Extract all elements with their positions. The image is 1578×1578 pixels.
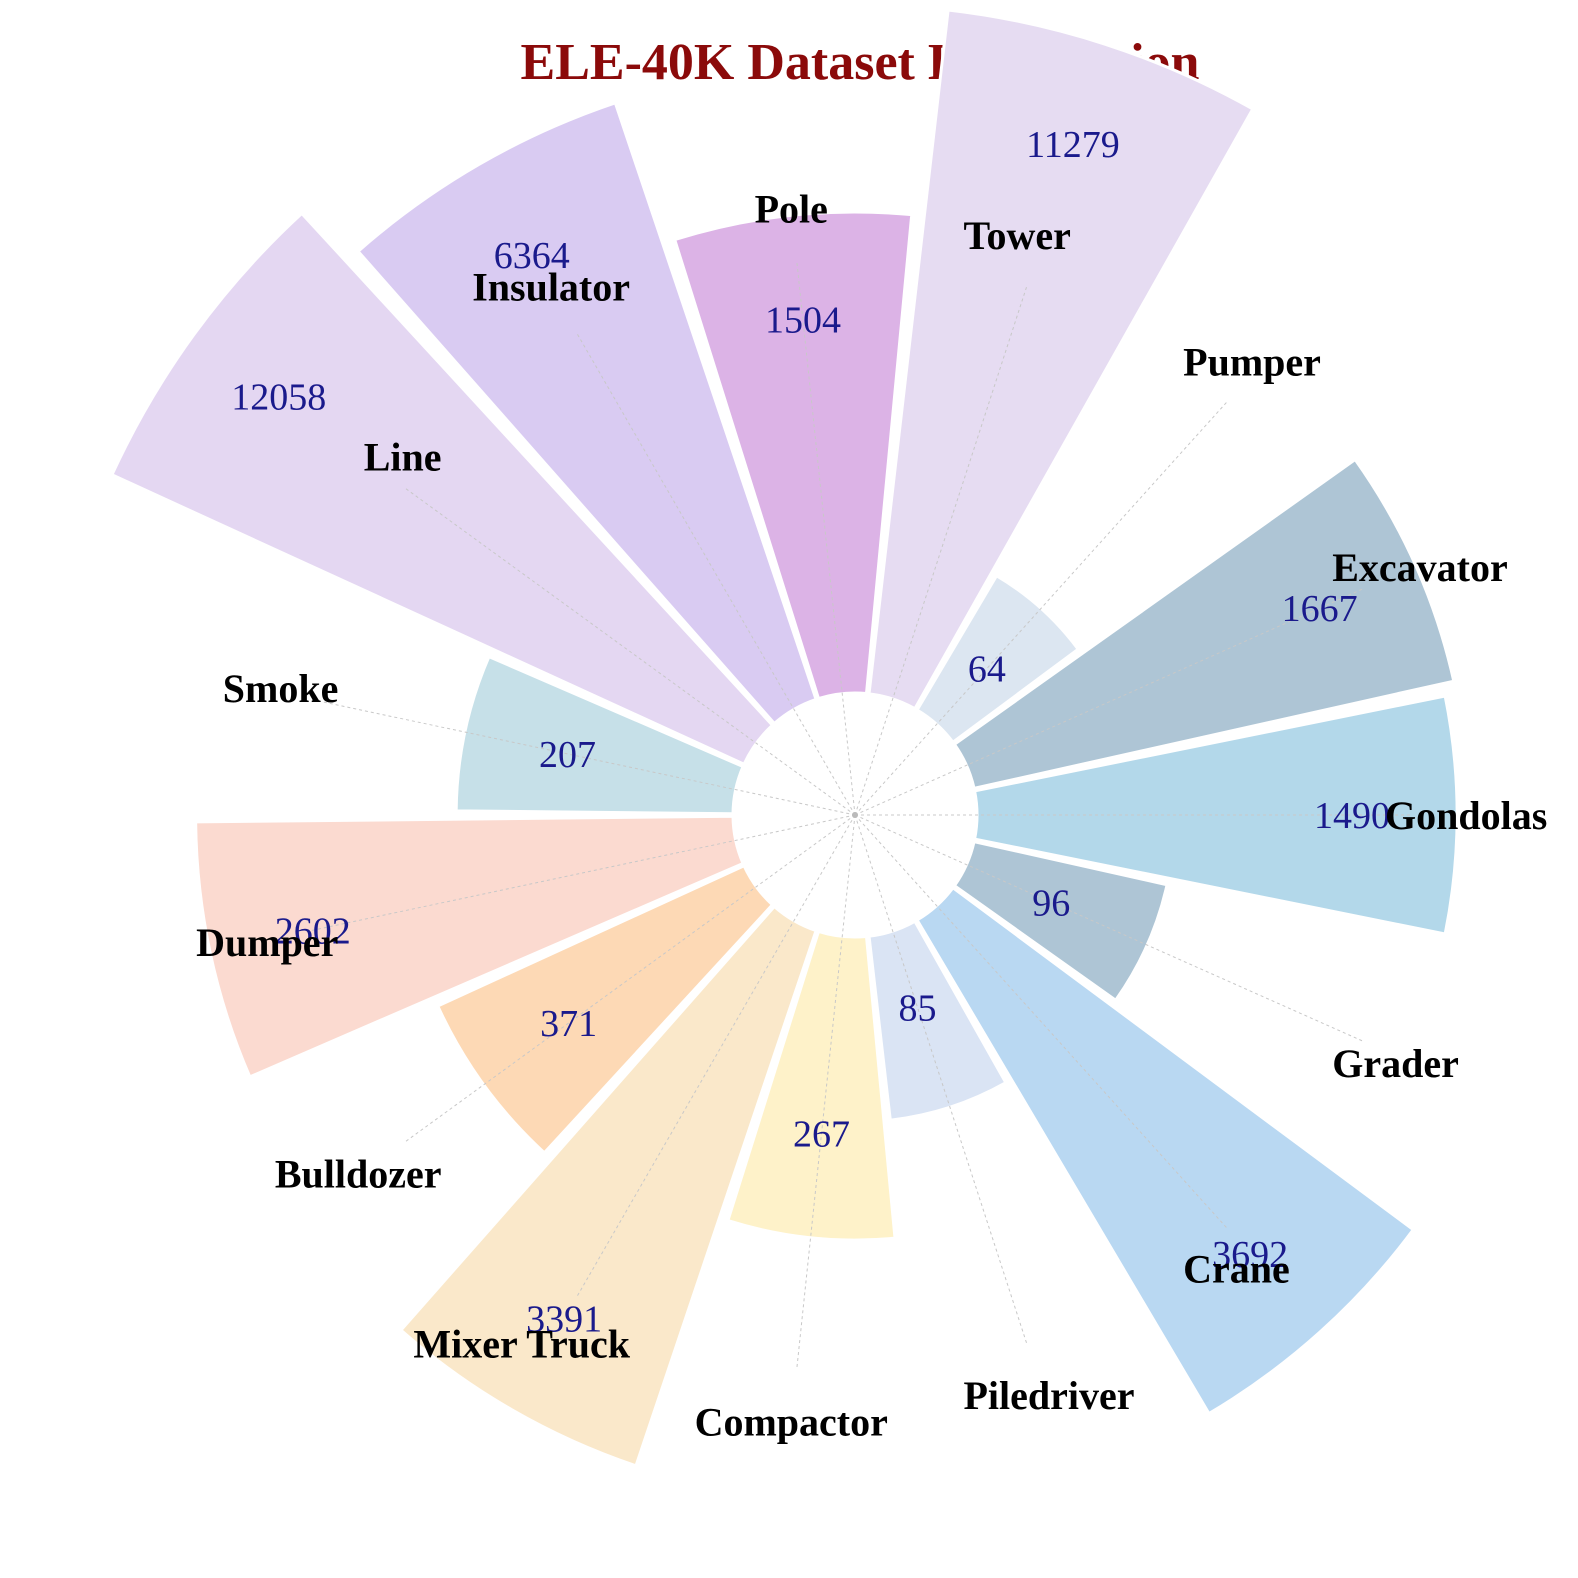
value-label-compactor: 267 [793, 1113, 850, 1155]
category-label-compactor: Compactor [695, 1400, 888, 1445]
center-dot [852, 812, 858, 818]
value-label-dumper: 2602 [275, 910, 351, 952]
value-label-tower: 11279 [1026, 124, 1120, 166]
wedges-layer [109, 8, 1459, 1468]
guide-line-pole [796, 262, 856, 816]
value-label-smoke: 207 [539, 734, 596, 776]
guides-layer [312, 262, 1410, 1368]
category-label-piledriver: Piledriver [964, 1373, 1135, 1418]
category-label-insulator: Insulator [472, 265, 630, 310]
guide-line-piledriver [854, 814, 1027, 1343]
category-labels-layer: Gondolas Excavator Pumper Tower Pole Insulato… [196, 186, 1547, 1444]
value-label-mixer-truck: 3391 [526, 1299, 602, 1341]
guide-line-bulldozer [405, 814, 856, 1142]
value-label-bulldozer: 371 [540, 1003, 597, 1045]
guide-line-excavator [854, 588, 1363, 816]
category-label-gondolas: Gondolas [1385, 793, 1547, 838]
guide-line-smoke [312, 699, 856, 816]
bar-compactor [726, 929, 897, 1242]
category-label-crane: Crane [1183, 1246, 1290, 1291]
category-label-dumper: Dumper [196, 920, 338, 965]
bar-mixer-truck [398, 904, 818, 1468]
value-label-line: 12058 [231, 376, 326, 418]
value-label-crane: 3692 [1212, 1234, 1288, 1276]
bar-insulator [355, 100, 818, 726]
value-label-pumper: 64 [968, 649, 1006, 691]
category-label-pumper: Pumper [1183, 340, 1321, 385]
guide-line-tower [854, 287, 1027, 816]
bar-tower [867, 8, 1255, 711]
value-label-grader: 96 [1032, 882, 1070, 924]
value-label-pole: 1504 [765, 300, 841, 342]
category-label-mixer-truck: Mixer Truck [413, 1321, 630, 1366]
value-label-gondolas: 1490 [1314, 795, 1390, 837]
value-label-excavator: 1667 [1282, 588, 1358, 630]
bar-line [109, 211, 775, 767]
value-labels-layer: 1490 1667 64 11279 1504 6364 12058 207 2602 371 33… [231, 124, 1390, 1341]
guide-line-dumper [312, 814, 856, 931]
guide-line-compactor [796, 814, 856, 1368]
guide-line-crane [854, 814, 1227, 1228]
bar-bulldozer [435, 863, 775, 1155]
guide-line-insulator [577, 334, 856, 816]
category-label-excavator: Excavator [1332, 545, 1508, 590]
category-label-smoke: Smoke [223, 666, 339, 711]
bar-piledriver [867, 919, 1008, 1122]
bar-grader [952, 839, 1169, 1003]
bar-smoke [454, 654, 746, 816]
value-label-insulator: 6364 [494, 235, 570, 277]
guide-line-line [405, 488, 856, 816]
guide-line-mixer-truck [577, 814, 856, 1296]
category-label-bulldozer: Bulldozer [275, 1152, 442, 1197]
category-label-grader: Grader [1332, 1041, 1459, 1086]
guide-line-pumper [854, 402, 1227, 816]
category-label-tower: Tower [964, 213, 1071, 258]
category-label-line: Line [364, 434, 442, 479]
bar-dumper [194, 814, 746, 1079]
category-label-pole: Pole [755, 186, 828, 231]
value-label-piledriver: 85 [898, 987, 936, 1029]
guide-line-grader [854, 814, 1363, 1042]
bar-crane [915, 885, 1416, 1416]
bar-pumper [915, 573, 1081, 745]
